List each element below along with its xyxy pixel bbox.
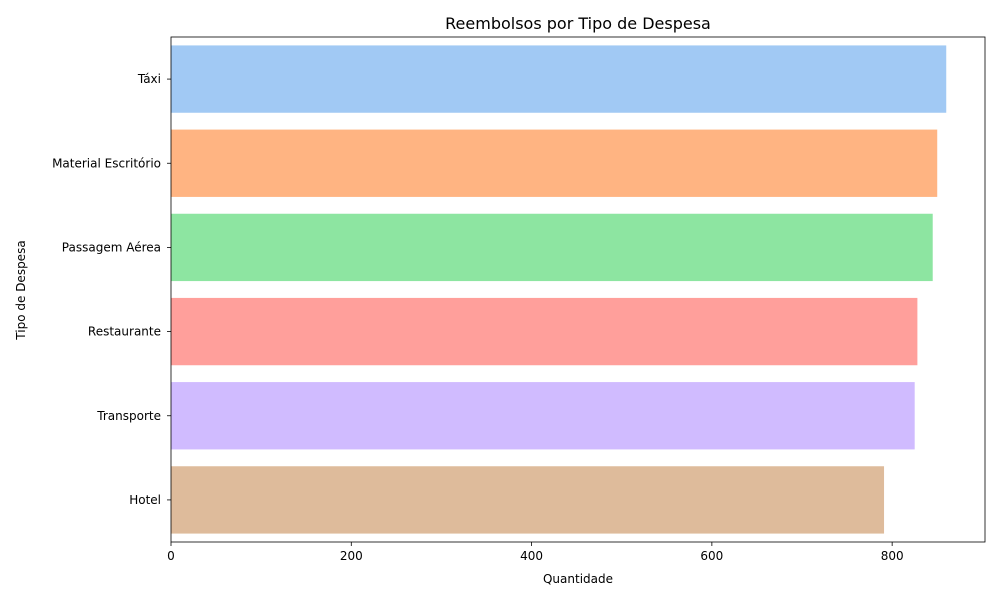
- bar: [171, 382, 915, 450]
- bars-group: [171, 45, 947, 534]
- bar: [171, 297, 918, 366]
- bar: [171, 466, 885, 534]
- y-tick-label: Restaurante: [88, 325, 161, 339]
- bar: [171, 213, 933, 282]
- y-axis-label: Tipo de Despesa: [14, 240, 28, 340]
- x-axis-label: Quantidade: [543, 572, 613, 586]
- x-tick-label: 800: [881, 549, 904, 563]
- bar: [171, 129, 938, 197]
- y-tick-label: Material Escritório: [52, 156, 161, 170]
- y-tick-label: Táxi: [137, 72, 161, 86]
- plot-frame: [170, 36, 986, 543]
- y-tick-label: Hotel: [129, 493, 161, 507]
- x-tick-label: 600: [700, 549, 723, 563]
- y-ticks-group: Táxi Material Escritório Passagem Aérea Res…: [52, 72, 171, 507]
- x-tick-label: 0: [167, 549, 175, 563]
- chart-title: Reembolsos por Tipo de Despesa: [445, 14, 711, 33]
- bar: [171, 45, 947, 113]
- x-ticks-group: 0 200 400 600 800: [167, 542, 904, 563]
- x-tick-label: 200: [340, 549, 363, 563]
- y-tick-label: Passagem Aérea: [62, 240, 161, 254]
- x-tick-label: 400: [520, 549, 543, 563]
- y-tick-label: Transporte: [96, 409, 161, 423]
